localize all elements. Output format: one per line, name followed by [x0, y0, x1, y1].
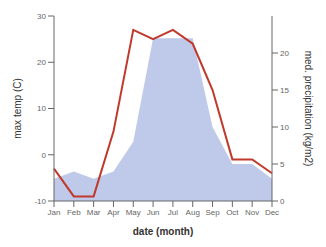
- svg-text:date (month): date (month): [133, 226, 194, 237]
- svg-text:Mar: Mar: [87, 208, 101, 217]
- svg-text:15: 15: [280, 86, 289, 95]
- svg-text:Sep: Sep: [205, 208, 220, 217]
- svg-text:-10: -10: [34, 197, 46, 206]
- svg-text:Oct: Oct: [226, 208, 239, 217]
- svg-text:May: May: [126, 208, 141, 217]
- svg-text:Feb: Feb: [67, 208, 81, 217]
- svg-text:Jul: Jul: [168, 208, 178, 217]
- svg-text:Aug: Aug: [186, 208, 200, 217]
- svg-text:Jun: Jun: [147, 208, 160, 217]
- svg-text:30: 30: [37, 12, 46, 21]
- svg-text:Apr: Apr: [107, 208, 120, 217]
- svg-text:max temp (C): max temp (C): [12, 78, 23, 139]
- svg-text:med. precipitation (kg/m2): med. precipitation (kg/m2): [303, 51, 314, 167]
- svg-text:Dec: Dec: [265, 208, 279, 217]
- svg-text:20: 20: [37, 58, 46, 67]
- svg-text:0: 0: [280, 197, 285, 206]
- svg-text:10: 10: [37, 104, 46, 113]
- svg-text:Nov: Nov: [245, 208, 259, 217]
- svg-text:5: 5: [280, 160, 285, 169]
- svg-text:Jan: Jan: [48, 208, 61, 217]
- svg-text:0: 0: [42, 151, 47, 160]
- svg-text:10: 10: [280, 123, 289, 132]
- svg-text:20: 20: [280, 49, 289, 58]
